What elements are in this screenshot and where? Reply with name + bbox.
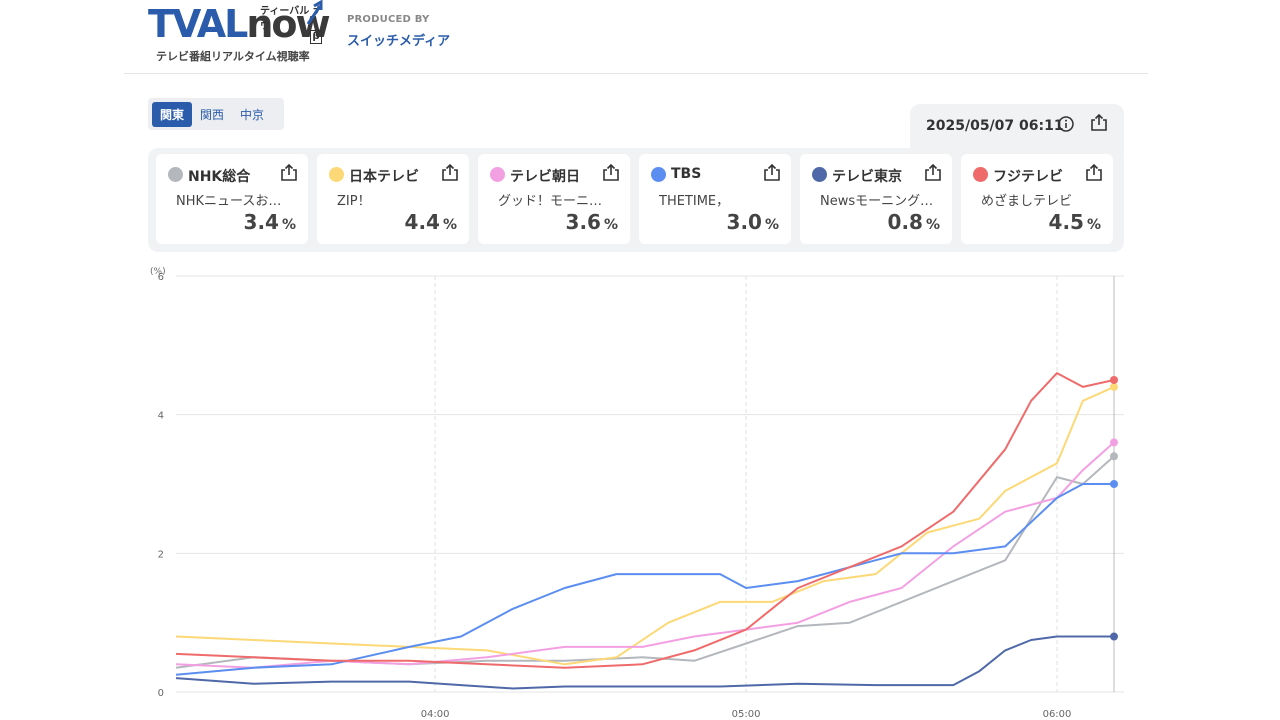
share-icon[interactable] xyxy=(924,163,942,186)
series-line xyxy=(175,372,1115,669)
channel-card-tv-asahi[interactable]: テレビ朝日 グッド！モーニ… 3.6% xyxy=(478,154,630,244)
region-tabs: 関東 関西 中京 xyxy=(148,98,284,130)
share-icon[interactable] xyxy=(441,163,459,186)
channel-card-nhk[interactable]: NHK総合 NHKニュースお… 3.4% xyxy=(156,154,308,244)
channel-name: フジテレビ xyxy=(993,169,1063,185)
series-end-point xyxy=(1110,480,1118,488)
tab-chukyo[interactable]: 中京 xyxy=(240,107,265,122)
rating-value: 0.8% xyxy=(887,210,940,234)
channel-color-dot xyxy=(490,167,505,182)
share-icon[interactable] xyxy=(1085,163,1103,186)
x-tick-label: 06:00 xyxy=(1043,709,1072,720)
y-axis-label: (%) xyxy=(150,267,166,277)
channel-card-tv-tokyo[interactable]: テレビ東京 Newsモーニング… 0.8% xyxy=(800,154,952,244)
channel-color-dot xyxy=(329,167,344,182)
timestamp-tab: 2025/05/07 06:11 xyxy=(910,104,1124,154)
channel-color-dot xyxy=(651,167,666,182)
share-icon[interactable] xyxy=(602,163,620,186)
channel-name: テレビ東京 xyxy=(832,169,902,185)
program-title: グッド！モーニ… xyxy=(498,194,603,209)
share-icon[interactable] xyxy=(763,163,781,186)
series-end-point xyxy=(1110,452,1118,461)
produced-by-label: PRODUCED BY xyxy=(347,14,430,25)
rating-value: 4.5% xyxy=(1048,210,1101,234)
program-title: THETIME， xyxy=(659,194,730,209)
series-line xyxy=(175,385,1115,666)
series-end-point xyxy=(1110,438,1118,447)
channel-card-ntv[interactable]: 日本テレビ ZIP！ 4.4% xyxy=(317,154,469,244)
program-title: Newsモーニング… xyxy=(820,194,934,209)
channel-name: 日本テレビ xyxy=(349,169,419,185)
tab-kansai[interactable]: 関西 xyxy=(200,107,225,122)
site-header: TVALnow ティーバル ナウ β テレビ番組リアルタイム視聴率 PRODUC… xyxy=(124,0,1148,74)
logo-beta-badge: β xyxy=(310,30,322,44)
tab-kanto[interactable]: 関東 xyxy=(152,101,193,127)
x-tick-label: 04:00 xyxy=(421,709,450,720)
share-icon[interactable] xyxy=(280,163,298,186)
channel-card-fuji[interactable]: フジテレビ めざましテレビ 4.5% xyxy=(961,154,1113,244)
program-title: めざましテレビ xyxy=(981,194,1073,209)
series-line xyxy=(175,441,1115,669)
logo-tagline: テレビ番組リアルタイム視聴率 xyxy=(156,50,310,63)
channel-color-dot xyxy=(168,167,183,182)
channel-name: NHK総合 xyxy=(188,169,251,185)
rating-value: 3.6% xyxy=(565,210,618,234)
channel-cards: NHK総合 NHKニュースお… 3.4% 日本テレビ ZIP！ 4.4% テレビ… xyxy=(156,154,1116,244)
x-tick-label: 05:00 xyxy=(732,709,761,720)
channel-color-dot xyxy=(812,167,827,182)
series-end-point xyxy=(1110,382,1118,391)
ratings-panel: 2025/05/07 06:11 NHK総合 NHKニュースお… 3.4% 日本… xyxy=(148,104,1124,252)
logo-kana: ティーバル ナウ xyxy=(260,6,323,32)
program-title: NHKニュースお… xyxy=(176,194,282,209)
y-tick-label: 6 xyxy=(158,272,164,283)
channel-color-dot xyxy=(973,167,988,182)
program-title: ZIP！ xyxy=(337,194,371,209)
logo-arrow-icon xyxy=(306,0,323,25)
y-tick-label: 0 xyxy=(158,688,164,699)
ratings-line-chart: 0 2 4 6 (%) 04:00 05:00 06:00 xyxy=(130,260,1130,720)
y-tick-label: 4 xyxy=(158,411,164,422)
info-icon[interactable] xyxy=(1058,116,1074,136)
channel-card-tbs[interactable]: TBS THETIME， 3.0% xyxy=(639,154,791,244)
series-line xyxy=(175,635,1114,690)
series-line xyxy=(175,483,1114,676)
rating-value: 3.4% xyxy=(243,210,296,234)
chart-svg: 0 2 4 6(%) 04:00 05:00 06:00 xyxy=(150,267,1124,720)
producer-link[interactable]: スイッチメディア xyxy=(347,34,451,49)
channel-name: テレビ朝日 xyxy=(510,169,580,185)
rating-value: 4.4% xyxy=(404,210,457,234)
series-end-point xyxy=(1110,632,1118,641)
share-icon[interactable] xyxy=(1090,113,1108,136)
y-tick-label: 2 xyxy=(158,549,164,560)
tvalnow-logo[interactable]: TVALnow ティーバル ナウ β テレビ番組リアルタイム視聴率 xyxy=(148,0,331,64)
channel-name: TBS xyxy=(671,166,702,182)
series-end-point xyxy=(1110,376,1118,384)
rating-value: 3.0% xyxy=(726,210,779,234)
timestamp: 2025/05/07 06:11 xyxy=(926,118,1064,134)
